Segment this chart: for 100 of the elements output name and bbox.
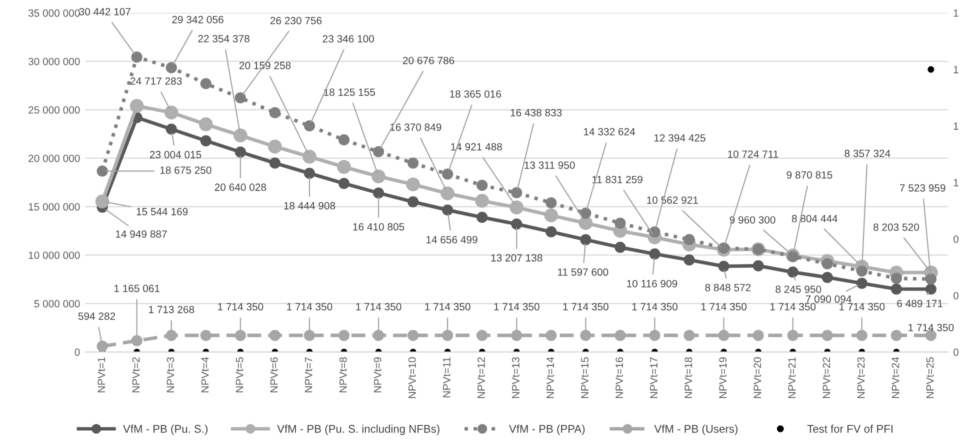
point [684,234,695,246]
x-tick-label: NPVt=1 [98,357,106,392]
data-label: 1 714 350 [563,303,608,310]
point [234,146,246,158]
x-tick-label: NPVt=20 [754,357,762,398]
point [544,208,558,222]
point [440,186,455,200]
point [200,78,212,90]
y-tick-label: 15 000 000 [28,203,80,211]
point [198,117,213,132]
point [304,168,316,179]
point [476,212,488,223]
data-label: 7 090 094 [806,295,852,303]
data-label: 16 410 805 [353,223,404,231]
y2-tick-label: 1 [954,66,958,74]
data-label: 594 282 [78,312,116,320]
y-tick-label: 30 000 000 [28,58,80,66]
point [442,204,454,216]
point [372,169,386,184]
x-tick-label: NPVt=17 [650,357,658,398]
data-label: 18 365 016 [450,90,501,98]
y2-tick-label: 0 [953,292,958,300]
point [338,330,350,341]
point [649,330,660,341]
point [856,330,868,341]
point [234,92,246,104]
point [96,166,108,177]
data-label: 13 311 950 [524,162,575,169]
data-label: 24 717 283 [130,77,182,85]
data-label: 23 004 015 [150,150,202,158]
point [822,330,833,341]
point [787,266,798,278]
point [269,330,280,341]
point [304,330,316,341]
point [302,150,316,164]
point [234,330,246,341]
x-tick-label: NPVt=19 [719,357,727,398]
data-label: 15 544 169 [136,208,188,216]
x-tick-label: NPVt=21 [788,357,796,398]
point [925,284,936,295]
point [546,197,557,208]
x-tick-label: NPVt=13 [512,357,520,398]
point [338,178,350,189]
data-label: 22 354 378 [198,35,250,42]
y2-tick-label: 0 [953,348,958,356]
data-label: 12 394 425 [654,134,706,142]
data-label: 16 370 849 [390,124,442,131]
point [510,200,524,214]
x-tick-label: NPVt=6 [270,357,278,392]
point [475,194,490,208]
x-tick-label: NPVt=16 [616,357,623,398]
point [406,177,420,192]
point [752,260,764,272]
x-tick-label: NPVt=18 [684,357,692,398]
point [130,98,144,113]
point [925,274,936,285]
data-label: 1 714 350 [770,303,816,310]
data-label: 1 165 061 [114,284,160,292]
data-label: 1 714 350 [356,303,402,310]
data-label: 30 442 107 [79,8,130,16]
point [233,128,248,142]
point [407,330,419,341]
x-tick-label: NPVt=2 [132,357,140,392]
point [269,107,280,118]
point [131,52,142,63]
point [649,248,660,260]
x-tick-label: NPVt=15 [581,357,588,398]
point [546,330,557,341]
point [337,160,351,174]
data-label: 14 949 887 [116,230,167,238]
point [95,194,110,208]
x-tick-label: NPVt=23 [857,357,865,398]
x-tick-label: NPVt=9 [374,357,382,392]
data-label: 7 523 959 [900,184,946,192]
point [890,272,902,284]
data-label: 11 597 600 [558,268,608,276]
point [890,283,902,295]
y-tick-label: 10 000 000 [28,252,80,259]
point [822,258,833,270]
y-tick-label: 25 000 000 [28,106,80,114]
point [614,218,626,229]
x-tick-label: NPVt=12 [478,357,485,398]
data-label: 29 342 056 [172,16,224,24]
point [649,226,660,238]
y-tick-label: 20 000 000 [28,154,80,162]
point [718,260,730,272]
point [856,265,868,277]
point [787,330,798,341]
data-label: 1 714 350 [425,303,470,310]
point [511,218,522,230]
legend-label: VfM - PB (Pu. S.) [123,424,208,435]
data-label: 1 713 268 [148,306,194,314]
data-label: 10 116 909 [627,280,678,288]
point [511,330,522,341]
point [269,158,280,169]
x-tick-label: NPVt=10 [408,357,416,398]
point [684,330,695,341]
point [580,234,592,246]
point [131,335,142,346]
point [614,242,626,253]
